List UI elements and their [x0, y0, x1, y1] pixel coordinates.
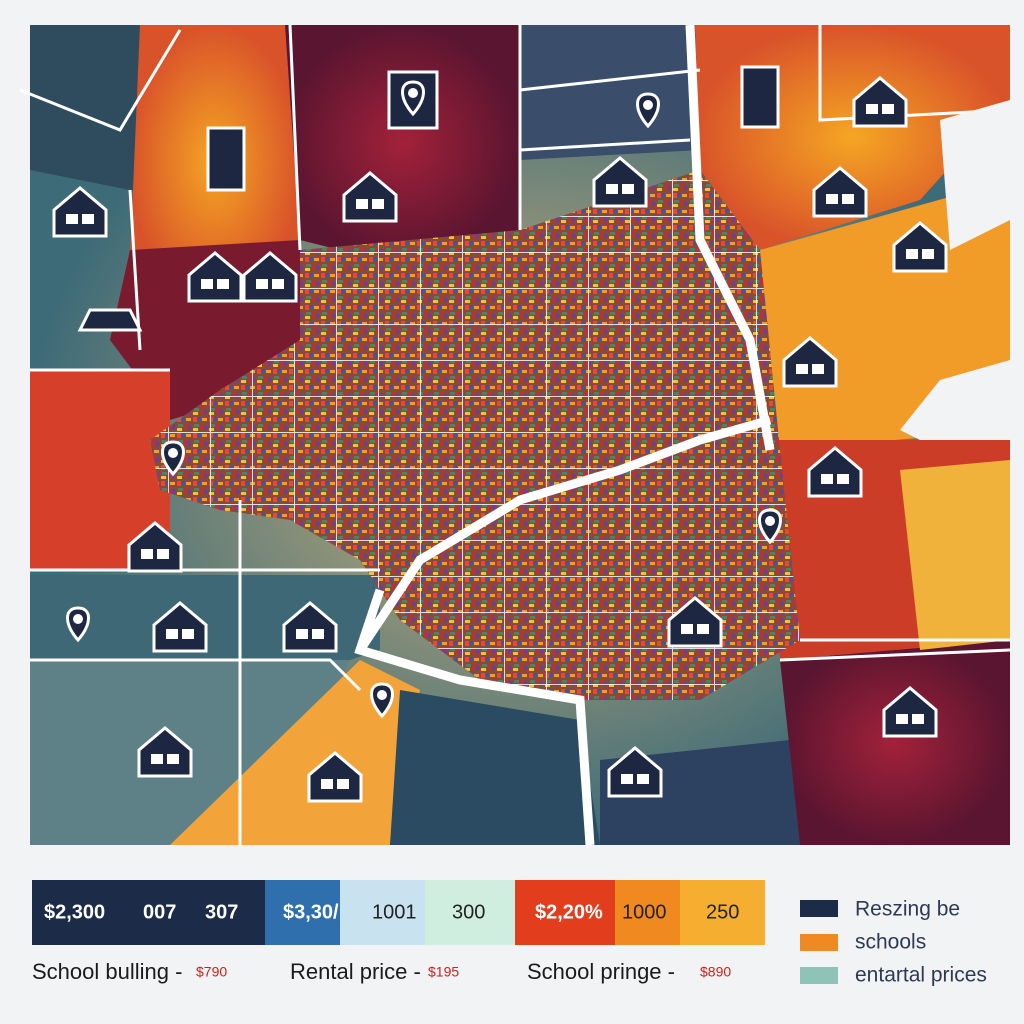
caption-label: Rental price -	[290, 959, 421, 984]
bar-cell-label: 307	[205, 901, 238, 923]
caption-price: $790	[196, 964, 227, 980]
legend-label: schools	[855, 931, 926, 954]
caption-label: School bulling -	[32, 959, 182, 984]
caption-price: $195	[428, 964, 459, 980]
legend-label: entartal prices	[855, 964, 987, 987]
legend-swatch	[800, 934, 838, 951]
bar-cell-label: $2,300	[44, 901, 105, 923]
legend-label: Reszing be	[855, 898, 960, 921]
bar-cell-label: $3,30/	[283, 901, 339, 923]
caption-price: $890	[700, 964, 731, 980]
bar-cell-label: 1000	[622, 901, 667, 923]
bar-cell-label: 007	[143, 901, 176, 923]
bar-cell-label: 300	[452, 901, 485, 923]
legend-swatch	[800, 900, 838, 917]
legend-swatch	[800, 967, 838, 984]
bar-cell-label: 1001	[372, 901, 417, 923]
bar-cell-label: 250	[706, 901, 739, 923]
bar-cell-label: $2,20%	[535, 901, 603, 923]
caption-label: School pringe -	[527, 959, 675, 984]
